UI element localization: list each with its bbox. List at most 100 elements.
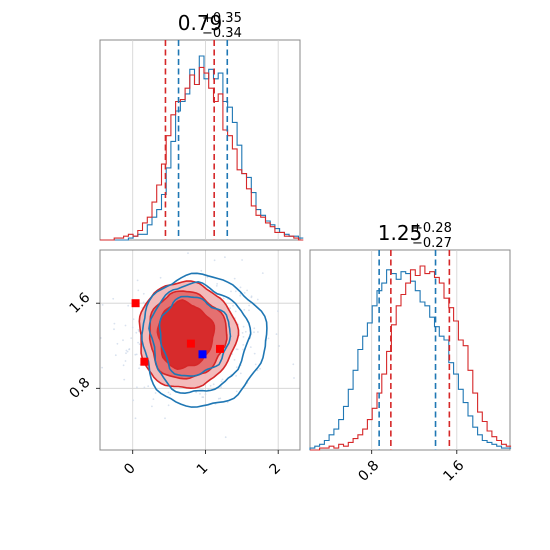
param1-histogram-red bbox=[100, 66, 304, 241]
scatter-point bbox=[143, 386, 146, 389]
param2-x-tick-label-1: 1.6 bbox=[440, 458, 467, 485]
scatter-point bbox=[235, 375, 238, 377]
scatter-point bbox=[199, 393, 201, 395]
scatter-point bbox=[131, 326, 134, 329]
scatter-point bbox=[229, 307, 232, 310]
scatter-point bbox=[242, 325, 245, 328]
scatter-point bbox=[216, 283, 219, 285]
scatter-point bbox=[124, 360, 127, 362]
red-marker-2 bbox=[186, 339, 195, 348]
scatter-point bbox=[224, 436, 227, 439]
scatter-point bbox=[134, 353, 137, 356]
scatter-point bbox=[233, 277, 236, 280]
scatter-point bbox=[127, 304, 130, 307]
scatter-point bbox=[116, 342, 119, 345]
red-marker-0 bbox=[131, 299, 140, 308]
scatter-point bbox=[136, 279, 139, 282]
scatter-point bbox=[159, 276, 162, 279]
scatter-point bbox=[212, 383, 215, 386]
x-tick-label-1: 1 bbox=[194, 460, 212, 478]
scatter-point bbox=[230, 290, 232, 293]
scatter-point bbox=[243, 292, 246, 294]
scatter-point bbox=[243, 308, 246, 311]
scatter-point bbox=[253, 327, 256, 330]
red-marker-1 bbox=[140, 357, 149, 366]
scatter-point bbox=[136, 386, 138, 389]
scatter-point bbox=[293, 377, 295, 379]
param2-title-plus: +0.28 bbox=[412, 221, 452, 236]
scatter-point bbox=[235, 390, 238, 393]
blue-contour-outer bbox=[141, 272, 268, 408]
scatter-point bbox=[239, 372, 242, 375]
scatter-point bbox=[259, 367, 261, 370]
scatter-point bbox=[138, 330, 140, 333]
scatter-point bbox=[126, 350, 129, 353]
scatter-point bbox=[137, 289, 140, 292]
scatter-point bbox=[213, 259, 216, 262]
scatter-point bbox=[249, 346, 252, 348]
scatter-point bbox=[154, 392, 157, 394]
scatter-point bbox=[232, 304, 234, 307]
scatter-point bbox=[98, 300, 100, 302]
param2-histogram-blue bbox=[309, 269, 512, 450]
scatter-point bbox=[152, 398, 155, 400]
scatter-point bbox=[234, 310, 237, 313]
scatter-point bbox=[220, 386, 223, 389]
scatter-point bbox=[101, 366, 103, 369]
joint-contour-frame bbox=[99, 249, 301, 451]
param2-histogram-red bbox=[310, 265, 512, 451]
scatter-point bbox=[206, 276, 209, 279]
scatter-point bbox=[135, 481, 137, 483]
scatter-point bbox=[101, 304, 104, 306]
scatter-point bbox=[125, 349, 128, 352]
param2-histogram-frame bbox=[309, 249, 511, 451]
scatter-point bbox=[217, 397, 220, 400]
scatter-point bbox=[135, 331, 138, 334]
param2-title-minus: −0.27 bbox=[412, 236, 452, 251]
scatter-point bbox=[195, 391, 198, 394]
scatter-point bbox=[235, 348, 238, 351]
scatter-point bbox=[226, 401, 229, 404]
scatter-point bbox=[242, 348, 244, 351]
scatter-point bbox=[138, 343, 141, 346]
scatter-point bbox=[130, 337, 133, 339]
scatter-point bbox=[114, 354, 117, 357]
scatter-point bbox=[138, 367, 141, 370]
scatter-point bbox=[169, 393, 172, 396]
scatter-point bbox=[278, 345, 281, 347]
scatter-point bbox=[124, 324, 127, 327]
scatter-point bbox=[241, 332, 244, 334]
scatter-point bbox=[254, 363, 257, 366]
scatter-point bbox=[222, 297, 225, 300]
scatter-point bbox=[125, 352, 127, 355]
blue-marker-0 bbox=[198, 350, 207, 359]
scatter-point bbox=[253, 331, 255, 334]
scatter-point bbox=[122, 364, 125, 367]
scatter-point bbox=[221, 378, 224, 381]
scatter-point bbox=[128, 348, 131, 350]
scatter-point bbox=[292, 363, 295, 366]
scatter-point bbox=[132, 318, 135, 321]
scatter-point bbox=[233, 359, 236, 361]
scatter-point bbox=[132, 399, 135, 402]
scatter-point bbox=[248, 304, 251, 307]
scatter-point bbox=[244, 330, 247, 333]
scatter-point bbox=[187, 252, 189, 255]
blue-contour-inner bbox=[158, 295, 232, 377]
scatter-point bbox=[142, 301, 145, 304]
scatter-point bbox=[261, 272, 264, 274]
scatter-point bbox=[239, 294, 242, 297]
scatter-point bbox=[220, 380, 223, 383]
joint-contour-panel: 0 1 2 0.8 1.6 bbox=[66, 249, 301, 483]
scatter-point bbox=[151, 405, 153, 408]
scatter-point bbox=[167, 391, 170, 394]
x-tick-label-2: 2 bbox=[267, 460, 285, 478]
scatter-point bbox=[246, 289, 249, 292]
param2-title-value: 1.25 bbox=[378, 221, 423, 245]
scatter-point bbox=[235, 366, 238, 369]
param2-x-tick-label-0: 0.8 bbox=[355, 458, 382, 485]
blue-contour-middle bbox=[148, 280, 252, 395]
scatter-point bbox=[219, 397, 222, 400]
scatter-point bbox=[256, 369, 259, 372]
